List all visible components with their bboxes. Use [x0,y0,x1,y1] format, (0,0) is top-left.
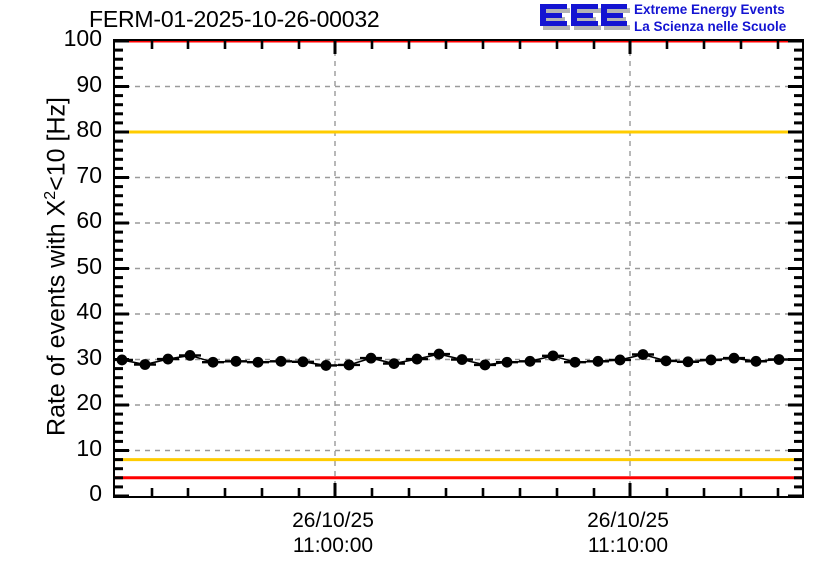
data-point-marker [184,350,196,361]
y-tick-label: 20 [76,389,102,415]
eee-logo-line2: La Scienza nelle Scuole [634,18,787,34]
data-point-marker [433,348,445,360]
data-point-marker [365,352,377,364]
y-tick-label: 0 [89,480,102,506]
y-tick-label: 100 [63,25,102,51]
y-tick-label: 80 [76,116,102,142]
data-point-marker [773,354,785,365]
y-tick-label: 30 [76,343,102,370]
x-tick-label-time: 11:00:00 [292,534,374,557]
data-point-marker [728,352,740,364]
data-point-marker [116,354,128,366]
eee-logo-text: Extreme Energy Events La Scienza nelle S… [634,2,834,36]
data-point-marker [343,359,355,371]
data-point-marker [682,356,694,368]
y-tick-label: 70 [76,161,102,188]
data-point-marker [614,354,626,366]
data-point-marker [637,349,649,360]
y-tick-label: 40 [76,298,102,324]
eee-logo-line1: Extreme Energy Events [634,2,785,17]
data-point-marker [207,356,219,368]
data-point-marker [230,355,242,367]
data-point-marker [750,355,762,367]
plot-frame [113,39,804,498]
y-tick-label: 90 [76,70,102,97]
y-tick-label: 50 [76,252,102,279]
series-line [121,353,780,367]
eee-logo-mark [540,4,630,30]
data-point-marker [456,354,468,365]
data-point-marker [660,355,672,367]
y-tick-label: 10 [76,434,102,461]
plot-area [115,41,802,496]
threshold-lines-layer [115,41,802,480]
x-tick-label-date: 26/10/25 [587,509,669,532]
x-tick-label: 26/10/25 11:10:00 [543,508,713,558]
data-point-marker [547,350,559,362]
x-tick-label-time: 11:10:00 [587,534,669,557]
y-tick-label: 60 [76,207,102,233]
page-title: FERM-01-2025-10-26-00032 [89,6,380,32]
data-point-marker [139,359,151,370]
data-point-marker [252,356,264,368]
data-point-marker [592,355,604,367]
x-tick-label-date: 26/10/25 [292,509,374,532]
data-point-marker [411,353,423,365]
x-tick-label: 26/10/25 11:00:00 [248,508,418,558]
data-point-marker [162,353,174,365]
data-point-marker [320,360,332,371]
data-point-marker [275,355,287,367]
eee-logo: Extreme Energy Events La Scienza nelle S… [538,2,834,36]
data-point-marker [297,356,309,368]
data-point-marker [479,359,491,371]
data-point-marker [569,356,581,368]
data-point-marker [705,354,717,366]
data-point-marker [524,355,536,367]
data-point-marker [388,358,400,369]
data-point-marker [501,356,513,368]
data-series-layer [115,348,790,371]
